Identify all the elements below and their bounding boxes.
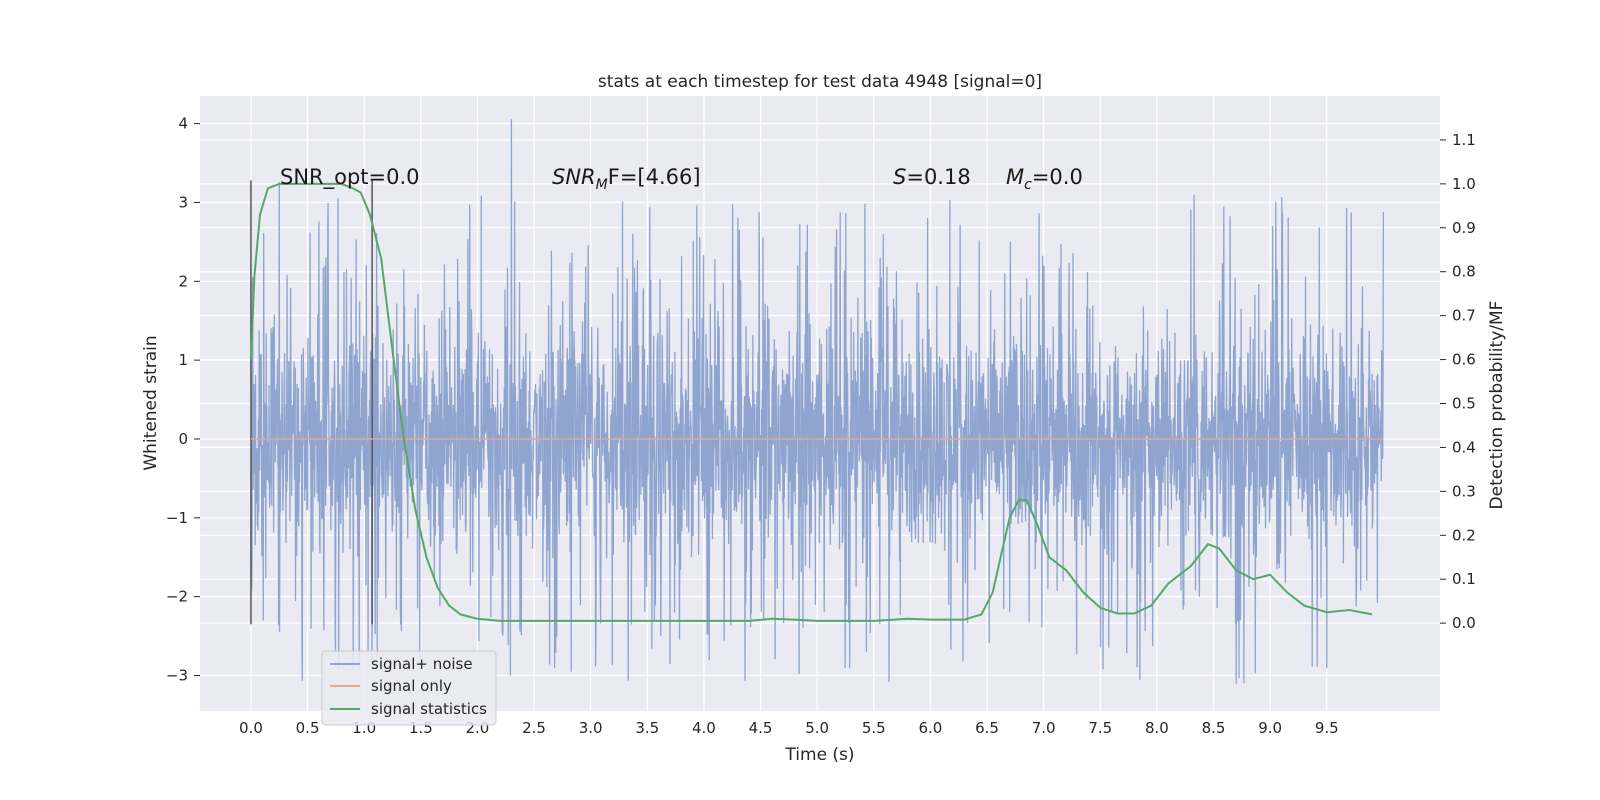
snr-mf-sub: M [596, 177, 608, 193]
x-tick-label: 6.5 [975, 719, 999, 737]
legend-box [321, 650, 497, 726]
y2-tick-label: 0.2 [1452, 526, 1476, 544]
y2-tick-label: 0.7 [1452, 307, 1476, 325]
s-var: S [893, 165, 906, 189]
snr-mf-main: SNR [552, 165, 596, 189]
x-tick-label: 0.0 [239, 719, 263, 737]
y-axis-label: Whitened strain [141, 335, 161, 470]
x-tick-label: 2.5 [522, 719, 546, 737]
annotation-snr-mf: SNRMF=[4.66] [552, 165, 701, 193]
signal-noise-series [250, 119, 1385, 685]
y2-tick-label: 0.4 [1452, 438, 1476, 456]
legend-label-signal-noise: signal+ noise [371, 655, 473, 673]
x-axis-ticks: 0.0 0.5 1.0 1.5 2.0 2.5 3.0 3.5 4.0 4.5 5.0 5.5 6.0 6… [239, 719, 1339, 737]
annotation-mc: Mc=0.0 [1006, 165, 1083, 193]
y-tick-label: 2 [178, 272, 188, 290]
y-tick-label: −3 [166, 667, 188, 685]
x-axis-label: Time (s) [784, 745, 854, 765]
y2-tick-label: 0.1 [1452, 570, 1476, 588]
x-tick-label: 8.5 [1202, 719, 1226, 737]
y2-tick-label: 1.1 [1452, 131, 1476, 149]
y2-tick-label: 1.0 [1452, 175, 1476, 193]
y2-axis-label: Detection probability/MF [1487, 301, 1507, 510]
s-rest: =0.18 [906, 165, 970, 189]
y2-tick-label: 0.0 [1452, 614, 1476, 632]
mc-var: M [1006, 165, 1024, 189]
x-tick-label: 9.5 [1315, 719, 1339, 737]
x-tick-label: 9.0 [1258, 719, 1282, 737]
x-tick-label: 4.5 [749, 719, 773, 737]
annotation-snr-opt: SNR_opt=0.0 [280, 165, 420, 190]
legend-label-signal-statistics: signal statistics [371, 700, 487, 718]
x-tick-label: 7.5 [1088, 719, 1112, 737]
annotation-s: S=0.18 [893, 165, 971, 189]
x-tick-label: 7.0 [1032, 719, 1056, 737]
x-tick-label: 4.0 [692, 719, 716, 737]
mc-sub: c [1024, 177, 1032, 193]
y-tick-label: 1 [178, 351, 188, 369]
y-tick-label: −1 [166, 509, 188, 527]
y-tick-label: 0 [178, 430, 188, 448]
x-tick-label: 5.5 [862, 719, 886, 737]
legend: signal+ noise signal only signal statist… [321, 650, 497, 726]
signal-statistics-series [250, 182, 1373, 622]
y2-tick-label: 0.5 [1452, 395, 1476, 413]
chart-title: stats at each timestep for test data 494… [598, 72, 1042, 92]
y2-tick-label: 0.6 [1452, 351, 1476, 369]
legend-label-signal-only: signal only [371, 677, 452, 695]
y2-tick-label: 0.8 [1452, 263, 1476, 281]
x-tick-label: 6.0 [918, 719, 942, 737]
mc-rest: =0.0 [1032, 165, 1083, 189]
y-axis-ticks: −3 −2 −1 0 1 2 3 4 [166, 115, 200, 685]
y2-tick-label: 0.3 [1452, 482, 1476, 500]
x-tick-label: 3.0 [579, 719, 603, 737]
segment-markers [250, 180, 373, 625]
x-tick-label: 3.5 [635, 719, 659, 737]
y-tick-label: −2 [166, 588, 188, 606]
y2-axis-ticks: 0.0 0.1 0.2 0.3 0.4 0.5 0.6 0.7 0.8 0.9 1.0 1.1 [1440, 131, 1476, 632]
x-tick-label: 8.0 [1145, 719, 1169, 737]
snr-mf-rest: F=[4.66] [608, 165, 701, 189]
x-tick-label: 5.0 [805, 719, 829, 737]
y-tick-label: 4 [178, 115, 188, 133]
y-tick-label: 3 [178, 193, 188, 211]
x-tick-label: 0.5 [296, 719, 320, 737]
y2-tick-label: 0.9 [1452, 219, 1476, 237]
